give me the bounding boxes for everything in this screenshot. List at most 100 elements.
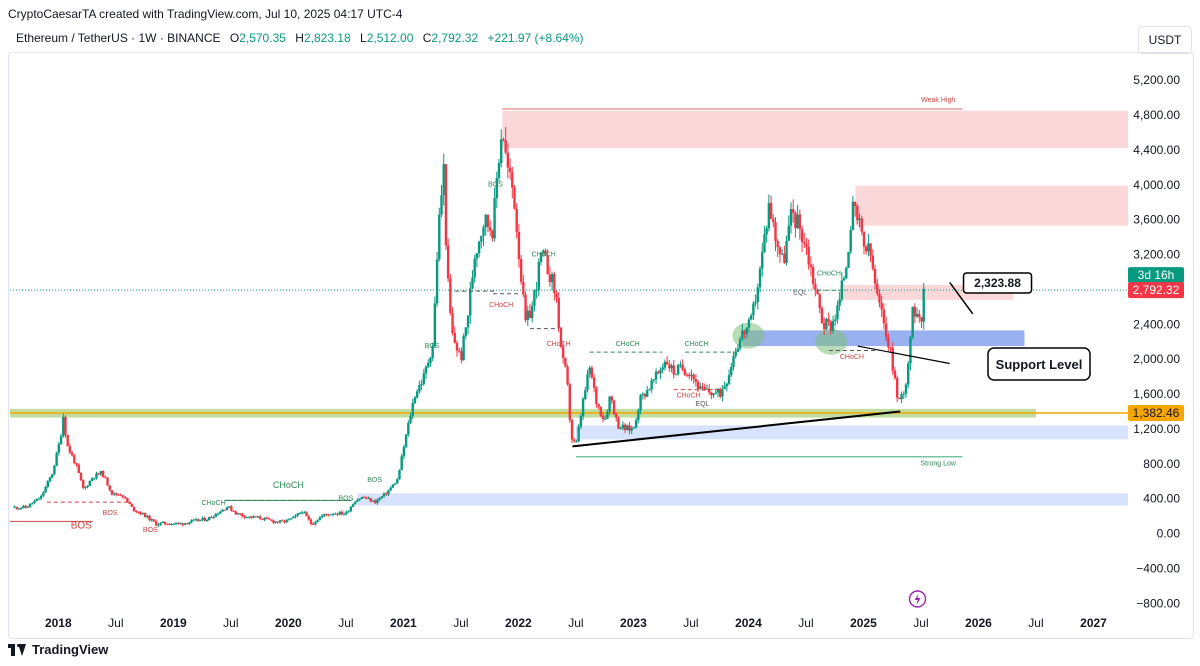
candle-body: [389, 487, 392, 491]
x-axis-year-label: 2018: [45, 616, 72, 630]
candle-body: [871, 255, 875, 269]
candle-body: [42, 492, 45, 496]
candle-body: [150, 519, 153, 521]
last-price-badge: [1128, 282, 1184, 299]
candle-body: [661, 367, 664, 370]
candle-body: [303, 512, 306, 514]
candle-body: [57, 444, 61, 453]
candle-body: [130, 503, 134, 507]
candle-body: [617, 417, 620, 429]
candle-body: [247, 516, 251, 518]
bos-label: BOS: [367, 477, 382, 484]
candle-body: [471, 277, 474, 289]
candle-body: [37, 498, 41, 500]
candle-body: [424, 366, 428, 374]
candle-body: [659, 369, 662, 374]
candle-body: [93, 478, 96, 480]
x-axis-year-label: 2027: [1080, 616, 1107, 630]
candle-body: [398, 470, 401, 480]
candle-body: [250, 516, 253, 518]
bos-label: BOS: [488, 182, 503, 189]
candle-body: [81, 480, 85, 488]
candle-body: [891, 347, 894, 371]
candle-body: [811, 267, 815, 284]
candle-body: [621, 424, 625, 429]
candle-body: [486, 215, 490, 228]
x-axis-month-label: Jul: [453, 616, 468, 630]
candle-body: [232, 510, 235, 512]
candle-body: [849, 230, 852, 252]
support-level-bubble: [987, 347, 1091, 381]
price-chart[interactable]: BOS BOS BOS BOS BOS BOS BOS CHoCH CHoCH CHoCH CHoC…: [0, 0, 1200, 640]
candle-body: [522, 281, 525, 295]
candle-body: [714, 392, 717, 394]
candle-body: [568, 384, 571, 420]
candle-body: [475, 253, 479, 259]
candle-body: [484, 215, 487, 228]
candle-body: [672, 365, 675, 375]
candle-body: [918, 313, 921, 318]
bos-label: BOS: [338, 495, 353, 502]
candle-body: [444, 164, 448, 246]
candle-body: [900, 394, 903, 400]
candle-body: [22, 505, 25, 508]
candle-body: [59, 436, 63, 445]
footer-brand[interactable]: TradingView: [8, 642, 108, 657]
candle-body: [864, 246, 868, 252]
candle-body: [517, 231, 521, 260]
candle-body: [132, 506, 136, 511]
candle-body: [814, 283, 817, 290]
low-label: L: [360, 31, 367, 45]
weak-high-zone: [502, 110, 1128, 149]
candle-body: [584, 390, 587, 399]
candle-body: [599, 406, 602, 416]
candle-body: [115, 493, 118, 495]
candle-body: [402, 446, 406, 457]
candle-body: [309, 519, 313, 524]
publisher-line: CryptoCaesarTA created with TradingView.…: [8, 7, 403, 21]
candle-body: [544, 250, 547, 256]
candle-body: [117, 494, 120, 496]
candle-body: [161, 521, 165, 523]
candle-body: [431, 345, 434, 358]
candle-body: [761, 251, 764, 269]
last-price-badge-text: 2,792.32: [1133, 283, 1180, 297]
candle-body: [438, 214, 441, 260]
y-axis-tick-label: 800.00: [1143, 457, 1180, 471]
candle-body: [705, 388, 709, 390]
candle-body: [701, 386, 704, 388]
x-axis-year-label: 2022: [505, 616, 532, 630]
candle-body: [135, 510, 138, 512]
candle-body: [690, 374, 693, 377]
y-axis-tick-label: 1,200.00: [1133, 422, 1180, 436]
candle-body: [409, 416, 412, 423]
candle-body: [564, 357, 567, 367]
candle-body: [300, 512, 304, 514]
candle-body: [39, 495, 43, 499]
candle-body: [809, 264, 813, 268]
y-axis-tick-label: −800.00: [1136, 596, 1180, 610]
y-axis-tick-label: 3,200.00: [1133, 248, 1180, 262]
candle-body: [884, 323, 888, 337]
candle-body: [913, 306, 917, 317]
candle-body: [869, 243, 872, 256]
candle-body: [179, 523, 182, 525]
candle-body: [758, 268, 762, 288]
candle-body: [473, 258, 476, 278]
candle-body: [227, 506, 231, 508]
low-value: 2,512.00: [366, 31, 414, 45]
candle-body: [289, 518, 293, 520]
symbol-title[interactable]: Ethereum / TetherUS · 1W · BINANCE: [16, 31, 221, 45]
y-axis-tick-label: 0.00: [1157, 527, 1181, 541]
candle-body: [387, 490, 390, 495]
candle-body: [876, 283, 879, 294]
candle-body: [354, 501, 357, 505]
candle-body: [365, 497, 368, 499]
currency-button[interactable]: USDT: [1138, 26, 1192, 54]
x-axis-month-label: Jul: [223, 616, 238, 630]
y-axis-tick-label: 5,200.00: [1133, 73, 1180, 87]
candle-body: [367, 498, 370, 500]
candle-body: [612, 400, 616, 415]
candle-body: [703, 386, 706, 389]
candle-body: [283, 521, 286, 523]
